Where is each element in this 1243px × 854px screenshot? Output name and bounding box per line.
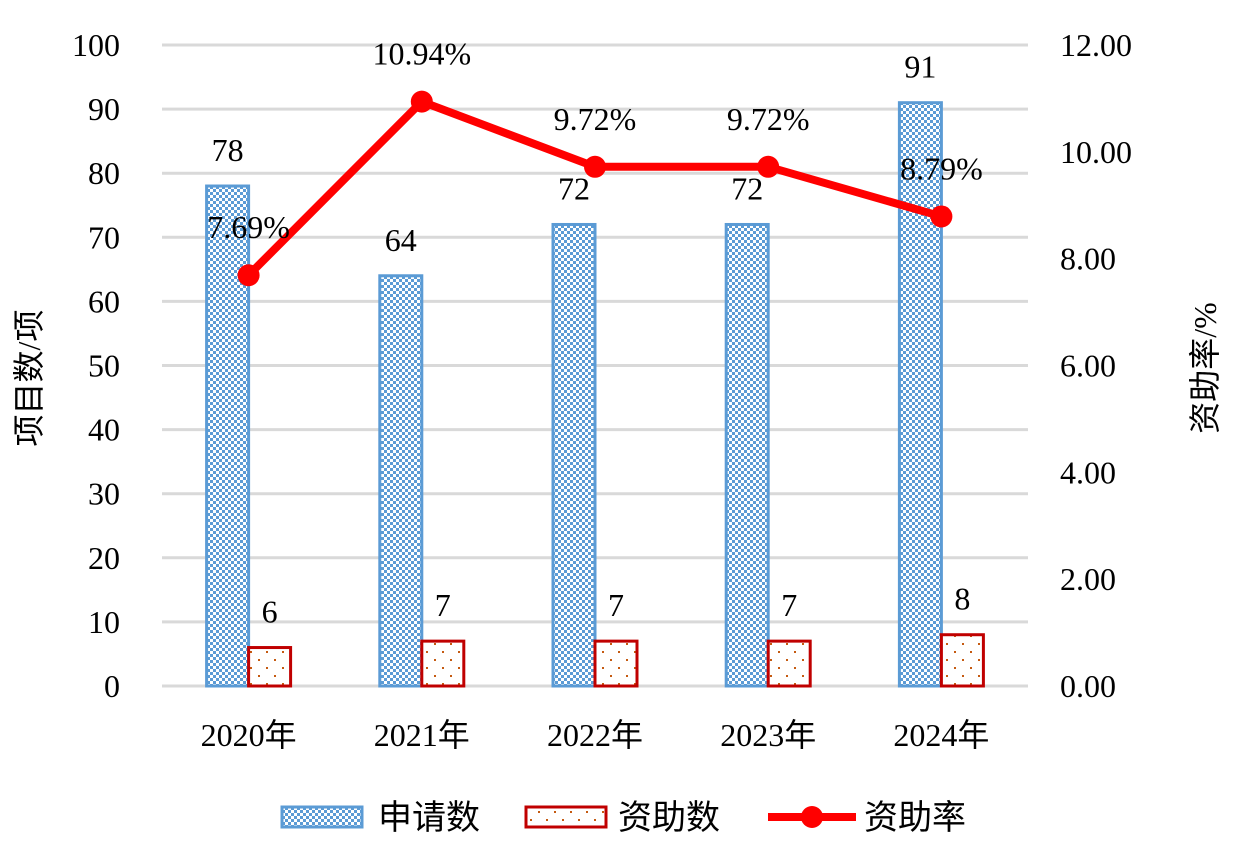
bar-value-label: 7	[781, 587, 797, 623]
y-tick-label: 80	[88, 155, 120, 191]
rate-value-label: 8.79%	[900, 150, 983, 186]
legend-swatch-apply	[280, 805, 364, 829]
x-tick-label: 2021年	[374, 717, 470, 753]
y2-tick-label: 8.00	[1060, 241, 1116, 277]
y-tick-label: 100	[72, 27, 120, 63]
funded-bar	[593, 639, 639, 688]
rate-value-label: 10.94%	[372, 36, 471, 72]
funded-bar	[939, 633, 985, 688]
rate-value-label: 9.72%	[727, 101, 810, 137]
rate-point	[237, 264, 260, 287]
y-tick-label: 0	[104, 668, 120, 704]
bar-value-label: 6	[262, 594, 278, 630]
bar-value-label: 64	[385, 222, 417, 258]
y-tick-label: 90	[88, 91, 120, 127]
y2-axis-title: 资助率/%	[1187, 302, 1223, 434]
legend-label-funded: 资助数	[618, 799, 720, 837]
y-tick-label: 60	[88, 283, 120, 319]
rate-value-label: 7.69%	[207, 209, 290, 245]
apply-bar	[724, 222, 770, 688]
bar-value-label: 72	[558, 170, 590, 206]
x-tick-label: 2020年	[201, 717, 297, 753]
bars	[205, 101, 985, 688]
bar-value-label: 91	[904, 49, 936, 85]
axes: 0 10 20 30 40 50 60 70 80 90 100 0.00 2.00 4.00 6.00 8.…	[72, 27, 1132, 753]
rate-point	[757, 155, 780, 178]
funded-bar	[766, 639, 812, 688]
bar-value-label: 7	[608, 587, 624, 623]
bar-value-label: 72	[731, 170, 763, 206]
apply-bar	[897, 101, 943, 688]
y-tick-label: 10	[88, 604, 120, 640]
y2-tick-label: 0.00	[1060, 668, 1116, 704]
rate-line	[237, 90, 953, 287]
y-axis-title: 项目数/项	[11, 310, 47, 447]
y2-tick-label: 2.00	[1060, 561, 1116, 597]
bar-value-label: 78	[212, 132, 244, 168]
legend: 申请数 资助数 资助率	[280, 799, 966, 837]
bar-value-label: 8	[954, 581, 970, 617]
rate-point	[930, 205, 953, 228]
legend-label-rate: 资助率	[864, 799, 966, 837]
legend-swatch-funded	[524, 805, 608, 829]
y-tick-label: 40	[88, 412, 120, 448]
y-tick-label: 50	[88, 348, 120, 384]
y2-tick-label: 10.00	[1060, 134, 1132, 170]
rate-value-label: 9.72%	[554, 101, 637, 137]
legend-marker-rate	[801, 806, 823, 828]
rate-point	[410, 90, 433, 113]
x-tick-label: 2023年	[720, 717, 816, 753]
apply-bar	[551, 222, 597, 688]
apply-bar	[205, 184, 251, 688]
y2-tick-label: 4.00	[1060, 454, 1116, 490]
x-tick-label: 2024年	[893, 717, 989, 753]
y-tick-label: 70	[88, 219, 120, 255]
x-tick-label: 2022年	[547, 717, 643, 753]
y-tick-label: 30	[88, 476, 120, 512]
apply-bar	[378, 274, 424, 688]
bar-value-label: 7	[435, 587, 451, 623]
rate-point	[584, 155, 606, 178]
y2-tick-label: 6.00	[1060, 348, 1116, 384]
y-tick-label: 20	[88, 540, 120, 576]
y2-tick-label: 12.00	[1060, 27, 1132, 63]
funded-bar	[420, 639, 466, 688]
legend-label-apply: 申请数	[378, 799, 480, 837]
funded-bar	[247, 646, 293, 688]
